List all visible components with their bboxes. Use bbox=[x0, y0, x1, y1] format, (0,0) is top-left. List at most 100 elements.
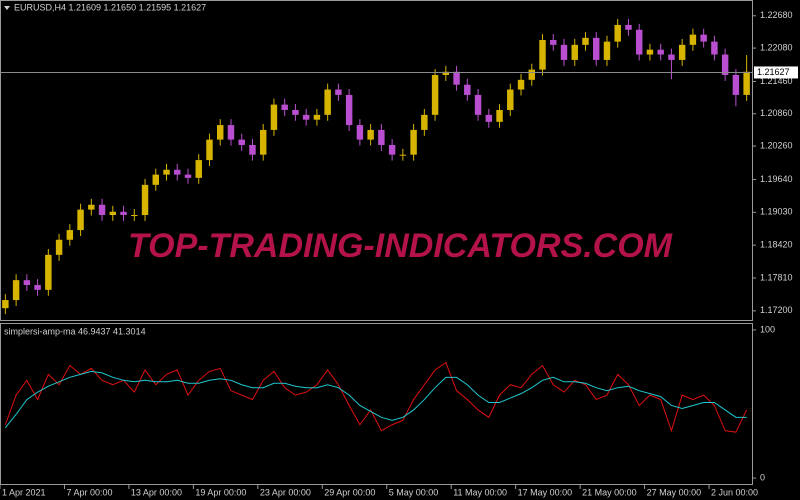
candle-body bbox=[507, 89, 514, 110]
candle-body bbox=[88, 204, 95, 210]
candle-body bbox=[431, 75, 439, 115]
candle-body bbox=[410, 129, 417, 155]
candle-body bbox=[206, 139, 213, 161]
candle-body bbox=[238, 139, 245, 145]
candle-body bbox=[517, 79, 525, 90]
candle-body bbox=[464, 84, 471, 95]
candle-body bbox=[560, 44, 568, 60]
candle-body bbox=[635, 29, 643, 55]
candle-body bbox=[378, 129, 385, 145]
candle-body bbox=[625, 24, 632, 30]
candle-body bbox=[550, 40, 557, 45]
chart-title: EURUSD,H4 1.21609 1.21650 1.21595 1.2162… bbox=[14, 2, 206, 12]
candle-body bbox=[217, 125, 224, 140]
candle-body bbox=[485, 114, 493, 122]
indicator-panel-border bbox=[0, 323, 753, 485]
y-tick-label: 1.19030 bbox=[760, 207, 793, 217]
candle-body bbox=[711, 41, 718, 55]
y-tick-label: 0 bbox=[760, 472, 765, 482]
candle-body bbox=[356, 125, 364, 140]
x-tick-label: 2 Jun 00:00 bbox=[711, 487, 758, 497]
candle-body bbox=[603, 41, 611, 60]
candle-body bbox=[152, 174, 159, 185]
candle-body bbox=[614, 24, 621, 42]
candle-body bbox=[335, 89, 342, 95]
candle-body bbox=[700, 34, 707, 42]
watermark: TOP-TRADING-INDICATORS.COM bbox=[128, 227, 673, 265]
candle-body bbox=[270, 104, 278, 130]
indicator-line bbox=[4, 361, 748, 433]
y-tick-label: 1.17810 bbox=[760, 272, 793, 282]
candle-body bbox=[34, 285, 41, 290]
y-tick-label: 100 bbox=[760, 324, 775, 334]
candle-body bbox=[657, 49, 664, 55]
indicator-title: simplersi-amp-ma 46.9437 41.3014 bbox=[4, 326, 146, 336]
candle-body bbox=[281, 104, 288, 110]
menu-arrow[interactable] bbox=[4, 6, 10, 10]
candle-body bbox=[324, 89, 331, 115]
x-tick-label: 29 Apr 00:00 bbox=[324, 487, 375, 497]
x-tick-label: 13 Apr 00:00 bbox=[131, 487, 182, 497]
candle-body bbox=[528, 69, 535, 80]
x-tick-label: 17 May 00:00 bbox=[518, 487, 573, 497]
last-price-label: 1.21627 bbox=[757, 67, 790, 77]
x-tick-label: 1 Apr 2021 bbox=[2, 487, 46, 497]
x-tick-label: 5 May 00:00 bbox=[389, 487, 439, 497]
candle-body bbox=[474, 94, 482, 115]
candle-body bbox=[55, 239, 63, 255]
y-tick-label: 1.18420 bbox=[760, 240, 793, 250]
candle-body bbox=[2, 300, 9, 309]
candle-body bbox=[721, 54, 729, 75]
candle-body bbox=[453, 71, 460, 85]
candle-body bbox=[120, 211, 127, 215]
candle-body bbox=[345, 94, 353, 126]
candle-body bbox=[732, 75, 740, 95]
candle-body bbox=[689, 34, 697, 45]
candle-body bbox=[496, 110, 503, 122]
candle-body bbox=[302, 114, 310, 120]
candle-body bbox=[442, 71, 450, 75]
candle-body bbox=[313, 114, 321, 120]
candle-body bbox=[184, 174, 192, 178]
candle-body bbox=[98, 204, 106, 215]
candle-body bbox=[743, 71, 750, 95]
candle-body bbox=[646, 49, 654, 55]
y-tick-label: 1.17200 bbox=[760, 305, 793, 315]
candle-body bbox=[227, 125, 235, 140]
y-tick-label: 1.20260 bbox=[760, 140, 793, 150]
candle-body bbox=[388, 145, 396, 155]
x-tick-label: 7 Apr 00:00 bbox=[66, 487, 112, 497]
candle-body bbox=[292, 110, 299, 115]
candle-body bbox=[195, 160, 202, 178]
candle-body bbox=[678, 44, 686, 60]
x-tick-label: 23 Apr 00:00 bbox=[260, 487, 311, 497]
y-tick-label: 1.20860 bbox=[760, 108, 793, 118]
candle-body bbox=[259, 129, 267, 155]
candle-body bbox=[77, 209, 84, 231]
y-tick-label: 1.22680 bbox=[760, 10, 793, 20]
candle-body bbox=[421, 114, 428, 130]
candle-body bbox=[109, 211, 117, 215]
candle-body bbox=[593, 37, 600, 60]
candle-body bbox=[399, 154, 407, 156]
candle-body bbox=[249, 145, 256, 155]
indicator-line bbox=[4, 370, 747, 429]
candle-body bbox=[45, 254, 52, 290]
price-panel-border bbox=[0, 0, 753, 321]
x-tick-label: 27 May 00:00 bbox=[647, 487, 702, 497]
candle-body bbox=[12, 280, 20, 301]
candle-body bbox=[668, 54, 675, 60]
candle-body bbox=[131, 215, 138, 216]
x-tick-label: 21 May 00:00 bbox=[582, 487, 637, 497]
candle-body bbox=[367, 129, 374, 140]
y-tick-label: 1.21460 bbox=[760, 76, 793, 86]
x-tick-label: 19 Apr 00:00 bbox=[195, 487, 246, 497]
y-tick-label: 1.22080 bbox=[760, 42, 793, 52]
candle-body bbox=[539, 40, 546, 70]
candle-body bbox=[582, 37, 589, 45]
last-price-box bbox=[754, 66, 798, 79]
candle-body bbox=[141, 184, 149, 215]
candle-body bbox=[174, 169, 181, 175]
